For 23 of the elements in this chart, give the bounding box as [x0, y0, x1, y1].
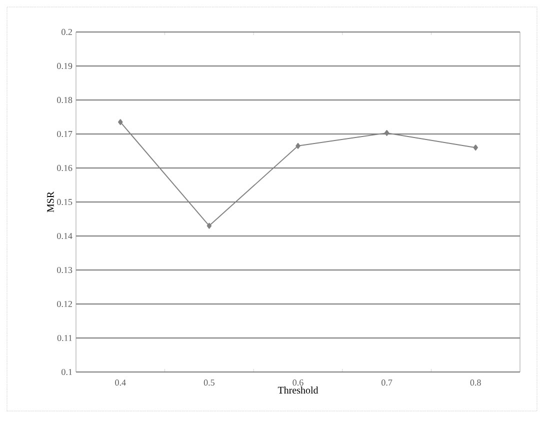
point — [206, 222, 212, 229]
y-tick-label: 0.1 — [62, 368, 72, 376]
x-tick-label: 0.6 — [292, 380, 304, 386]
y-tick-label: 0.11 — [57, 334, 72, 342]
y-tick-label: 0.12 — [57, 300, 72, 308]
x-axis-title: Threshold — [278, 386, 318, 394]
y-tick-label: 0.13 — [57, 266, 72, 274]
x-tick-label: 0.8 — [470, 380, 481, 386]
x-tick-label: 0.4 — [115, 380, 126, 386]
point — [473, 144, 478, 151]
y-tick-label: 0.17 — [57, 130, 72, 138]
x-tick-label: 0.7 — [382, 380, 392, 386]
point — [118, 119, 123, 126]
y-tick-label: 0.16 — [57, 164, 72, 172]
y-tick-label: 0.19 — [57, 62, 72, 70]
x-tick-label: 0.5 — [204, 380, 214, 386]
y-tick-label: 0.15 — [57, 198, 72, 206]
point — [384, 130, 390, 136]
point — [296, 142, 300, 149]
y-axis-title: MSR — [47, 191, 54, 212]
y-tick-label: 0.2 — [62, 28, 72, 36]
y-tick-label: 0.18 — [57, 96, 72, 104]
y-tick-label: 0.14 — [57, 232, 72, 240]
